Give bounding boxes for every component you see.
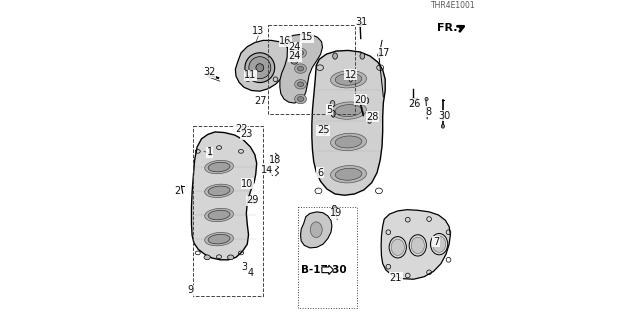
Ellipse shape <box>330 71 367 88</box>
Text: 29: 29 <box>246 195 259 205</box>
Text: 24: 24 <box>289 42 301 52</box>
Ellipse shape <box>349 76 352 82</box>
Ellipse shape <box>335 73 362 85</box>
Ellipse shape <box>294 94 307 104</box>
Ellipse shape <box>335 105 362 116</box>
Text: 25: 25 <box>317 125 330 135</box>
Text: 27: 27 <box>254 96 267 106</box>
Ellipse shape <box>239 126 245 134</box>
Text: 18: 18 <box>269 155 282 165</box>
Ellipse shape <box>205 208 234 222</box>
Ellipse shape <box>330 102 367 119</box>
Text: 2: 2 <box>174 187 180 196</box>
Text: 4: 4 <box>247 268 253 278</box>
Text: 5: 5 <box>326 105 333 115</box>
Bar <box>193 126 263 297</box>
Ellipse shape <box>412 237 424 253</box>
Text: 7: 7 <box>433 236 439 247</box>
Bar <box>298 206 357 308</box>
Text: 20: 20 <box>355 95 367 105</box>
Ellipse shape <box>298 66 304 71</box>
Polygon shape <box>312 51 385 195</box>
Ellipse shape <box>335 168 362 180</box>
Ellipse shape <box>310 222 322 237</box>
Ellipse shape <box>228 255 234 260</box>
Ellipse shape <box>256 64 264 72</box>
Ellipse shape <box>360 53 365 59</box>
Ellipse shape <box>294 48 307 58</box>
Ellipse shape <box>291 59 298 64</box>
Ellipse shape <box>330 165 367 183</box>
Text: 6: 6 <box>317 168 323 178</box>
Ellipse shape <box>246 132 250 137</box>
Polygon shape <box>191 132 257 260</box>
Ellipse shape <box>378 53 381 57</box>
Text: 32: 32 <box>204 68 216 77</box>
Polygon shape <box>236 40 291 91</box>
Text: 26: 26 <box>408 99 420 109</box>
Ellipse shape <box>291 50 298 56</box>
Text: 15: 15 <box>301 32 313 42</box>
Ellipse shape <box>298 51 304 55</box>
Text: B-17-30: B-17-30 <box>301 265 346 275</box>
Ellipse shape <box>364 98 369 104</box>
Ellipse shape <box>367 119 371 123</box>
Text: 9: 9 <box>188 285 194 295</box>
Text: 24: 24 <box>289 51 301 61</box>
Text: 21: 21 <box>390 273 402 283</box>
Text: 10: 10 <box>241 179 253 189</box>
Ellipse shape <box>208 186 230 196</box>
Text: 30: 30 <box>438 111 451 121</box>
Ellipse shape <box>285 40 291 47</box>
Polygon shape <box>381 210 451 279</box>
Ellipse shape <box>245 53 275 83</box>
Ellipse shape <box>333 53 337 59</box>
Ellipse shape <box>251 199 257 204</box>
Text: 3: 3 <box>242 262 248 272</box>
Text: 22: 22 <box>235 124 247 134</box>
Text: 23: 23 <box>240 129 253 140</box>
Ellipse shape <box>294 64 307 73</box>
Ellipse shape <box>205 184 234 197</box>
Text: 11: 11 <box>244 70 257 81</box>
Ellipse shape <box>442 124 444 128</box>
Ellipse shape <box>330 133 367 151</box>
Text: 17: 17 <box>378 48 390 58</box>
Text: 28: 28 <box>367 112 379 122</box>
Ellipse shape <box>335 136 362 148</box>
Text: 8: 8 <box>425 107 431 116</box>
Ellipse shape <box>433 236 445 252</box>
Text: 1: 1 <box>207 147 212 157</box>
Ellipse shape <box>358 21 362 26</box>
Ellipse shape <box>208 73 212 77</box>
FancyArrow shape <box>322 265 333 275</box>
Ellipse shape <box>208 210 230 220</box>
Text: 12: 12 <box>344 70 357 80</box>
Ellipse shape <box>330 100 335 107</box>
Bar <box>268 25 355 114</box>
Ellipse shape <box>425 98 428 100</box>
Text: THR4E1001: THR4E1001 <box>431 1 475 10</box>
Text: 13: 13 <box>252 26 264 36</box>
Ellipse shape <box>249 57 271 79</box>
Ellipse shape <box>204 255 211 260</box>
Ellipse shape <box>205 232 234 246</box>
Ellipse shape <box>391 239 404 255</box>
Text: 16: 16 <box>280 36 292 46</box>
Text: 19: 19 <box>330 208 342 219</box>
Ellipse shape <box>208 162 230 172</box>
Ellipse shape <box>298 97 304 101</box>
Ellipse shape <box>332 110 335 117</box>
Ellipse shape <box>333 205 336 209</box>
Text: 14: 14 <box>260 164 273 174</box>
Polygon shape <box>280 34 323 103</box>
Ellipse shape <box>294 80 307 89</box>
Text: FR.: FR. <box>436 23 458 33</box>
Polygon shape <box>301 212 332 248</box>
Ellipse shape <box>208 234 230 244</box>
Text: 31: 31 <box>355 17 367 27</box>
Ellipse shape <box>323 129 327 135</box>
Ellipse shape <box>298 82 304 87</box>
Ellipse shape <box>205 160 234 174</box>
